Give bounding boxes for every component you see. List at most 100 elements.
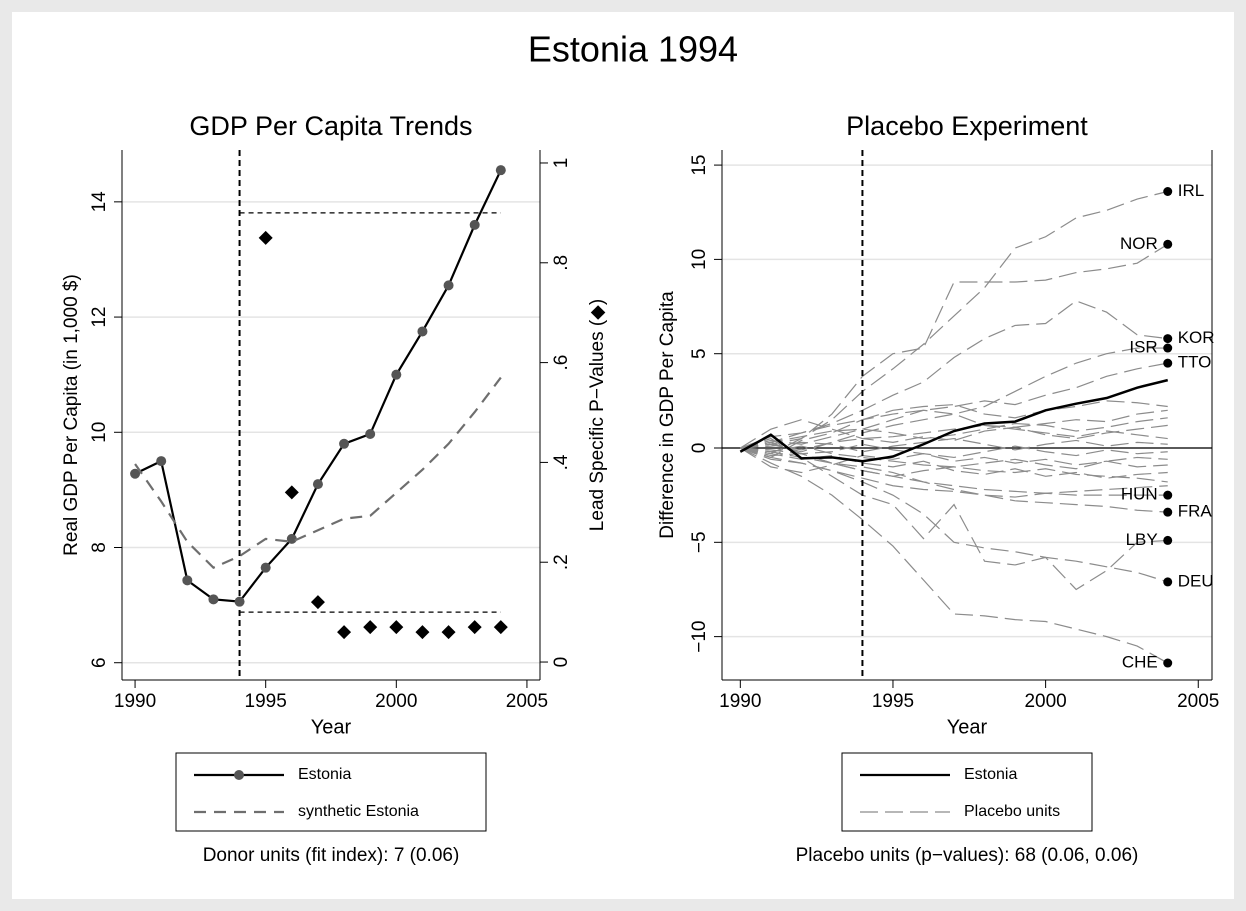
y2-tick-label: .6: [551, 355, 572, 371]
placebo-label: ISR: [1129, 338, 1157, 357]
placebo-line: [740, 437, 1168, 591]
y-tick-label: 0: [689, 443, 710, 454]
graph-region: [12, 12, 1234, 899]
point-marker: [417, 326, 428, 337]
placebo-label: HUN: [1121, 485, 1158, 504]
y2-tick-label: .4: [551, 454, 572, 470]
placebo-label: FRA: [1178, 502, 1213, 521]
y-tick-label: −5: [689, 531, 710, 553]
y-tick-label: 10: [89, 422, 110, 443]
placebo-line: [740, 441, 1168, 496]
y2-axis-title: Lead Specific P−Values (◆): [587, 299, 608, 531]
y-tick-label: 5: [689, 348, 710, 359]
legend-label: Estonia: [964, 766, 1017, 783]
placebo-line: [740, 443, 1168, 459]
placebo-line: [740, 409, 1168, 451]
point-marker: [495, 165, 506, 176]
y2-tick-label: 1: [551, 158, 572, 169]
x-tick-label: 2000: [375, 691, 417, 712]
y-tick-label: 12: [89, 306, 110, 327]
placebo-line: [740, 447, 1168, 479]
series-line: [739, 378, 1169, 463]
placebo-end-marker: [1163, 239, 1173, 249]
placebo-label: LBY: [1126, 530, 1158, 549]
placebo-label: KOR: [1178, 328, 1215, 347]
pvalue-marker: [389, 620, 404, 635]
placebo-label: CHE: [1122, 653, 1158, 672]
point-marker: [208, 594, 219, 605]
pvalue-marker: [493, 620, 508, 635]
y-tick-label: −10: [689, 621, 710, 653]
pvalue-marker: [467, 620, 482, 635]
x-tick-label: 1995: [245, 691, 287, 712]
x-tick-label: 1990: [114, 691, 156, 712]
point-marker: [365, 429, 376, 440]
placebo-line: [740, 447, 1168, 474]
panel-title: Placebo Experiment: [846, 111, 1088, 141]
placebo-end-marker: [1163, 535, 1173, 545]
placebo-line: [740, 190, 1168, 449]
pvalue-marker: [363, 620, 378, 635]
point-marker: [339, 438, 350, 449]
x-tick-label: 2005: [506, 691, 548, 712]
panel-note: Placebo units (p−values): 68 (0.06, 0.06…: [796, 845, 1139, 866]
y2-tick-label: 0: [551, 657, 572, 668]
y2-tick-label: .2: [551, 554, 572, 570]
legend-box: [841, 752, 1093, 832]
placebo-line: [740, 437, 1168, 453]
placebo-line: [740, 447, 1168, 477]
point-marker: [286, 533, 297, 544]
placebo-end-marker: [1163, 577, 1173, 587]
y-tick-label: 6: [89, 657, 110, 668]
x-axis-title: Year: [311, 716, 352, 738]
series-line: [134, 376, 502, 569]
point-marker: [391, 369, 402, 380]
y-tick-label: 14: [89, 191, 110, 213]
placebo-line: [740, 409, 1168, 449]
pvalue-marker: [441, 625, 456, 640]
placebo-end-marker: [1163, 343, 1173, 353]
legend-label: Estonia: [298, 766, 351, 783]
placebo-line: [740, 417, 1168, 449]
placebo-line: [740, 445, 1168, 483]
y-tick-label: 8: [89, 542, 110, 553]
placebo-label: DEU: [1178, 571, 1214, 590]
x-tick-label: 2000: [1024, 691, 1066, 712]
point-marker: [234, 596, 245, 607]
placebo-line: [740, 400, 1168, 449]
x-tick-label: 1990: [719, 691, 761, 712]
placebo-end-marker: [1163, 358, 1173, 368]
y-axis-title: Real GDP Per Capita (in 1,000 $): [61, 274, 82, 556]
x-tick-label: 1995: [872, 691, 914, 712]
legend-box: [175, 752, 487, 832]
point-marker: [130, 468, 141, 479]
placebo-line: [740, 447, 1168, 583]
x-tick-label: 2005: [1177, 691, 1219, 712]
placebo-end-marker: [1163, 658, 1173, 668]
placebo-line: [740, 300, 1168, 449]
panel-note: Donor units (fit index): 7 (0.06): [203, 845, 460, 866]
pvalue-marker: [258, 230, 273, 245]
figure-title: Estonia 1994: [528, 29, 738, 70]
y-tick-label: 15: [689, 155, 710, 176]
placebo-label: IRL: [1178, 181, 1204, 200]
placebo-line: [740, 243, 1169, 455]
placebo-label: NOR: [1120, 234, 1158, 253]
placebo-end-marker: [1163, 186, 1173, 196]
pvalue-marker: [337, 625, 352, 640]
point-marker: [469, 219, 480, 230]
placebo-line: [740, 447, 1168, 498]
placebo-line: [740, 447, 1169, 664]
point-marker: [443, 280, 454, 291]
y-axis-title: Difference in GDP Per Capita: [657, 291, 678, 539]
point-marker: [156, 456, 167, 467]
placebo-end-marker: [1163, 490, 1173, 500]
placebo-line: [740, 447, 1168, 513]
point-marker: [312, 479, 323, 490]
point-marker: [260, 562, 271, 573]
placebo-end-marker: [1163, 507, 1173, 517]
pvalue-marker: [415, 625, 430, 640]
pvalue-marker: [310, 595, 325, 610]
